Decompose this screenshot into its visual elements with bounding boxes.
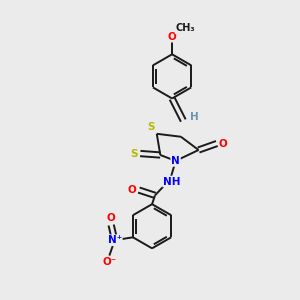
- Text: S: S: [130, 148, 138, 158]
- Text: O: O: [219, 139, 228, 148]
- Text: O: O: [168, 32, 176, 42]
- Text: S: S: [148, 122, 155, 132]
- Text: H: H: [190, 112, 199, 122]
- Text: O: O: [128, 185, 137, 195]
- Text: CH₃: CH₃: [176, 23, 195, 33]
- Text: N⁺: N⁺: [108, 235, 122, 245]
- Text: O: O: [107, 214, 116, 224]
- Text: NH: NH: [163, 176, 181, 187]
- Text: N: N: [171, 156, 180, 166]
- Text: O⁻: O⁻: [102, 257, 116, 267]
